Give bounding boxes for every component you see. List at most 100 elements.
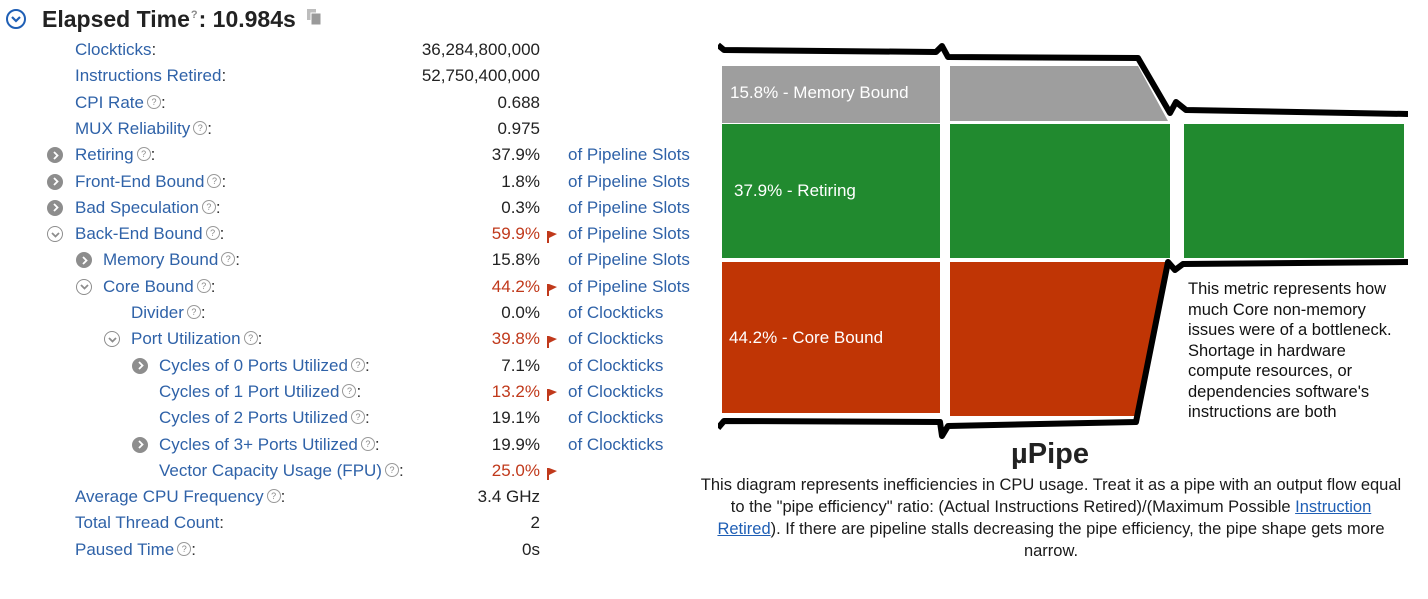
metric-name-link[interactable]: Retiring xyxy=(75,145,134,165)
metric-colon: : xyxy=(374,434,380,454)
help-icon[interactable]: ? xyxy=(342,383,357,398)
help-icon[interactable]: ? xyxy=(350,410,365,425)
metric-unit-link[interactable]: of Pipeline Slots xyxy=(568,171,690,191)
metric-colon: : xyxy=(191,539,196,559)
help-icon[interactable]: ? xyxy=(196,278,211,293)
metric-row: Instructions Retired: 52,750,400,000 xyxy=(0,64,720,88)
metric-unit-link[interactable]: of Clockticks xyxy=(568,329,664,349)
metric-name-link[interactable]: Cycles of 0 Ports Utilized xyxy=(159,355,348,375)
collapse-row-icon[interactable] xyxy=(76,278,92,295)
metric-name-link[interactable]: Paused Time xyxy=(75,539,175,559)
flag-icon xyxy=(546,385,558,409)
metric-tooltip: This metric represents how much Core non… xyxy=(1188,280,1392,421)
title-help-icon[interactable]: ? xyxy=(190,8,198,21)
collapse-row-icon[interactable] xyxy=(47,226,63,243)
metric-unit-link[interactable]: of Clockticks xyxy=(568,355,664,375)
metric-value: 0.0% xyxy=(501,303,540,322)
core-bound-label: 44.2% - Core Bound xyxy=(729,328,883,347)
metric-name-link[interactable]: Port Utilization xyxy=(131,329,241,349)
metric-unit-link[interactable]: of Pipeline Slots xyxy=(568,250,690,270)
help-icon[interactable]: ? xyxy=(136,147,151,162)
copy-icon[interactable] xyxy=(306,8,322,31)
elapsed-time-value: 10.984s xyxy=(212,5,296,32)
metric-unit-link[interactable]: of Pipeline Slots xyxy=(568,276,690,296)
flag-icon xyxy=(546,332,558,356)
metric-name-link[interactable]: Total Thread Count xyxy=(75,513,220,533)
metric-row: Back-End Bound?: 59.9% of Pipeline Slots xyxy=(0,222,720,246)
metric-name-link[interactable]: Cycles of 1 Port Utilized xyxy=(159,381,340,401)
metric-unit-link[interactable]: of Clockticks xyxy=(568,408,664,428)
metric-name-link[interactable]: Cycles of 2 Ports Utilized xyxy=(159,408,348,428)
metric-name-link[interactable]: Cycles of 3+ Ports Utilized xyxy=(159,434,358,454)
retiring-segment-out xyxy=(1184,124,1404,258)
metric-name-link[interactable]: Clockticks xyxy=(75,40,152,59)
help-icon[interactable]: ? xyxy=(350,357,365,372)
expand-row-icon[interactable] xyxy=(47,199,63,216)
metric-colon: : xyxy=(160,92,166,112)
metric-row: Total Thread Count: 2 xyxy=(0,511,720,535)
metric-name-link[interactable]: Core Bound xyxy=(103,276,194,296)
help-icon[interactable]: ? xyxy=(384,462,399,477)
metric-colon: : xyxy=(356,381,362,401)
pipe-outline-top xyxy=(718,42,1408,117)
collapse-section-icon[interactable] xyxy=(6,9,26,29)
retiring-segment-mid xyxy=(950,124,1170,258)
metric-unit-link[interactable]: of Pipeline Slots xyxy=(568,224,690,244)
help-icon[interactable]: ? xyxy=(243,331,258,346)
metric-row: Cycles of 1 Port Utilized?: 13.2% of Clock… xyxy=(0,380,720,404)
metric-name-link[interactable]: Instructions Retired xyxy=(75,66,222,86)
metric-name-link[interactable]: MUX Reliability xyxy=(75,118,191,138)
metric-name-link[interactable]: Bad Speculation xyxy=(75,197,199,217)
metric-unit-link[interactable]: of Clockticks xyxy=(568,381,664,401)
metric-name-link[interactable]: Front-End Bound xyxy=(75,171,205,191)
metric-label: Port Utilization?: xyxy=(131,327,262,351)
metric-label: Paused Time?: xyxy=(75,538,196,562)
help-icon[interactable]: ? xyxy=(266,489,281,504)
metric-value: 39.8% xyxy=(491,329,540,349)
help-icon[interactable]: ? xyxy=(193,120,208,135)
help-icon[interactable]: ? xyxy=(360,436,375,451)
metric-value: 19.9% xyxy=(491,434,540,454)
metric-unit-link[interactable]: of Pipeline Slots xyxy=(568,197,690,217)
metric-label: CPI Rate?: xyxy=(75,91,166,115)
metric-value: 0.975 xyxy=(497,118,540,138)
metric-unit-link[interactable]: of Clockticks xyxy=(568,434,664,454)
metric-name-link[interactable]: Memory Bound xyxy=(103,250,219,270)
metric-row: Bad Speculation?: 0.3% of Pipeline Slots xyxy=(0,196,720,220)
metric-name-link[interactable]: CPI Rate xyxy=(75,92,144,112)
metric-row: Cycles of 3+ Ports Utilized?: 19.9% of Clo… xyxy=(0,433,720,457)
metric-row: Port Utilization?: 39.8% of Clockticks xyxy=(0,327,720,351)
help-icon[interactable]: ? xyxy=(207,173,222,188)
core-bound-segment xyxy=(722,262,940,413)
collapse-row-icon[interactable] xyxy=(104,331,120,348)
metric-colon: : xyxy=(150,145,156,165)
metric-label: Back-End Bound?: xyxy=(75,222,224,246)
flag-icon xyxy=(546,227,558,251)
help-icon[interactable]: ? xyxy=(205,226,220,241)
expand-row-icon[interactable] xyxy=(47,173,63,190)
metric-colon: : xyxy=(221,171,227,191)
flag-icon xyxy=(546,464,558,488)
expand-row-icon[interactable] xyxy=(47,147,63,164)
metric-name-link[interactable]: Average CPU Frequency xyxy=(75,487,264,507)
metric-unit-link[interactable]: of Clockticks xyxy=(568,303,664,322)
metric-name-link[interactable]: Back-End Bound xyxy=(75,224,203,244)
metric-value: 13.2% xyxy=(491,381,540,401)
metric-name-link[interactable]: Vector Capacity Usage (FPU) xyxy=(159,460,382,480)
help-icon[interactable]: ? xyxy=(177,541,192,556)
metric-row: Clockticks: 36,284,800,000 xyxy=(0,38,720,62)
help-icon[interactable]: ? xyxy=(186,305,201,319)
title-label: Elapsed Time xyxy=(42,5,190,32)
retiring-segment xyxy=(722,124,940,258)
metric-name-link[interactable]: Divider xyxy=(131,303,184,322)
expand-row-icon[interactable] xyxy=(132,357,148,374)
help-icon[interactable]: ? xyxy=(146,94,161,109)
help-icon[interactable]: ? xyxy=(221,252,236,267)
help-icon[interactable]: ? xyxy=(201,199,216,214)
metric-row: Vector Capacity Usage (FPU)?: 25.0% xyxy=(0,459,720,483)
metric-unit-link[interactable]: of Pipeline Slots xyxy=(568,145,690,165)
memory-bound-label: 15.8% - Memory Bound xyxy=(730,83,909,102)
expand-row-icon[interactable] xyxy=(76,252,92,269)
instruction-retired-link[interactable]: Instruction Retired xyxy=(717,498,1372,538)
expand-row-icon[interactable] xyxy=(132,436,148,453)
